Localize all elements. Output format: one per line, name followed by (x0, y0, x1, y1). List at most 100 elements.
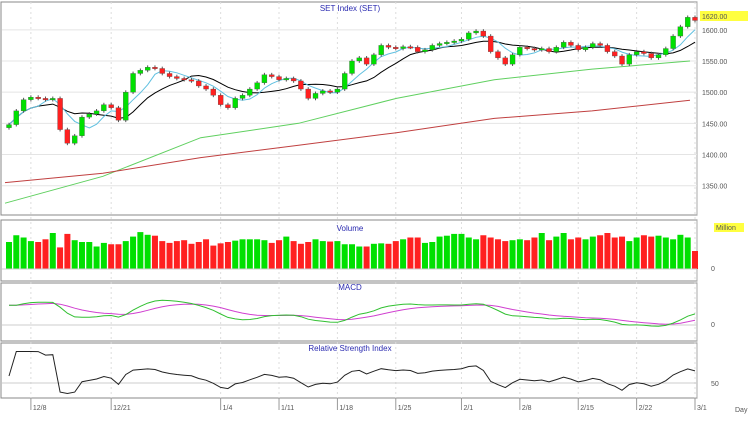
y-tick-label: 1450.00 (702, 121, 727, 128)
volume-bar (130, 236, 137, 269)
volume-bar (254, 239, 261, 269)
volume-bar (173, 241, 180, 269)
candle (378, 45, 384, 55)
volume-bar (349, 244, 355, 269)
candle (371, 54, 377, 65)
volume-bar (524, 240, 531, 269)
volume-bar (626, 241, 633, 269)
volume-bar (166, 242, 173, 269)
candle (502, 57, 508, 65)
volume-bar (677, 234, 684, 269)
volume-bar (589, 236, 596, 269)
macd-zero-label: 0 (711, 322, 715, 329)
candle (254, 82, 260, 90)
x-tick-label: 2/15 (580, 405, 594, 412)
volume-bar (268, 242, 275, 269)
volume-bar (582, 239, 589, 269)
volume-bar (49, 233, 56, 269)
last-price-highlight (700, 11, 748, 21)
volume-bar (188, 243, 195, 269)
volume-bar (341, 244, 348, 269)
volume-bar (465, 237, 472, 269)
candle (670, 35, 676, 49)
candle (28, 97, 34, 100)
volume-bar (276, 240, 283, 269)
volume-bar (203, 239, 210, 269)
volume-bar (611, 237, 618, 269)
rsi-panel (0, 342, 698, 399)
volume-bar (86, 242, 93, 269)
candle (6, 124, 12, 128)
volume-bar (305, 242, 312, 269)
volume-bar (473, 239, 480, 269)
candle (152, 67, 158, 69)
x-tick-label: 1/25 (398, 405, 412, 412)
rsi-line (8, 351, 696, 395)
volume-bar (546, 240, 553, 269)
candle (677, 26, 684, 37)
candle (553, 47, 559, 52)
candle (334, 88, 341, 93)
x-tick-label: 2/1 (463, 405, 473, 412)
volume-bar (670, 239, 677, 269)
candle (692, 17, 698, 21)
volume-bar (137, 232, 144, 269)
y-tick-label: 1350.00 (702, 184, 727, 191)
volume-unit-label: Million (716, 225, 736, 232)
volume-unit-highlight (714, 223, 744, 232)
volume-bar (356, 246, 363, 269)
candle (166, 73, 173, 77)
volume-bar (93, 246, 100, 269)
candle (685, 17, 691, 27)
volume-bar (487, 237, 494, 269)
volume-bar (261, 240, 268, 269)
candle (466, 32, 472, 40)
volume-bar (575, 237, 582, 269)
volume-bar (224, 242, 231, 269)
x-tick-label: 3/1 (697, 405, 707, 412)
candle (101, 104, 107, 112)
rsi-mid-label: 50 (711, 381, 719, 388)
candle (269, 74, 275, 77)
candle (181, 78, 187, 81)
volume-bar (100, 242, 107, 269)
volume-bar (64, 233, 71, 269)
candle (72, 135, 78, 144)
candle (400, 46, 406, 49)
candle (64, 129, 71, 144)
volume-zero-label: 0 (711, 266, 715, 273)
volume-bar (312, 239, 319, 269)
candle (575, 45, 581, 50)
volume-bar (217, 243, 224, 269)
volume-bar (385, 243, 392, 269)
volume-bar (640, 235, 647, 269)
x-tick-label: 12/8 (33, 405, 47, 412)
x-tick-label: 1/11 (281, 405, 294, 412)
volume-bar (334, 241, 341, 269)
volume-bar (392, 241, 399, 269)
volume-bar (42, 239, 49, 269)
candle (225, 104, 231, 108)
volume-bar (151, 235, 158, 269)
candle (57, 98, 63, 130)
volume-bar (108, 244, 115, 269)
volume-bar (407, 237, 414, 269)
volume-bar (567, 239, 574, 269)
candle (363, 57, 370, 65)
volume-bar (210, 245, 217, 269)
x-tick-label: 2/22 (639, 405, 653, 412)
volume-bar (115, 244, 122, 269)
candle (115, 107, 122, 121)
candle (130, 73, 136, 93)
candle (436, 43, 443, 46)
volume-bar (159, 241, 166, 269)
volume-bar (619, 236, 626, 269)
volume-bar (232, 240, 239, 269)
candle (633, 51, 640, 55)
candle (232, 98, 238, 108)
macd-panel (0, 282, 698, 342)
volume-bar (414, 237, 421, 269)
candle (444, 42, 450, 44)
x-unit-label: Day (735, 407, 748, 414)
